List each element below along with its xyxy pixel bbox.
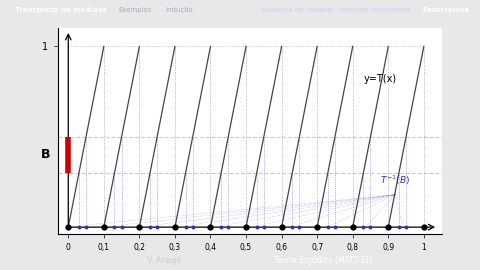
Text: y=T(x): y=T(x) [363,74,396,84]
Text: $T^{-1}(B)$: $T^{-1}(B)$ [380,174,410,187]
Text: Medidas invariantes: Medidas invariantes [340,7,410,13]
Text: Transporte de medidas: Transporte de medidas [15,7,107,13]
Text: V. Araujo: V. Araujo [147,256,181,265]
Text: Recorrência: Recorrência [422,7,469,13]
Text: Teoria Ergódica (MATD31): Teoria Ergódica (MATD31) [274,255,372,265]
Text: B: B [40,148,50,161]
Text: Indução: Indução [165,7,193,13]
Text: Mudança de variável: Mudança de variável [261,7,333,14]
Text: Exemplos: Exemplos [119,7,152,13]
